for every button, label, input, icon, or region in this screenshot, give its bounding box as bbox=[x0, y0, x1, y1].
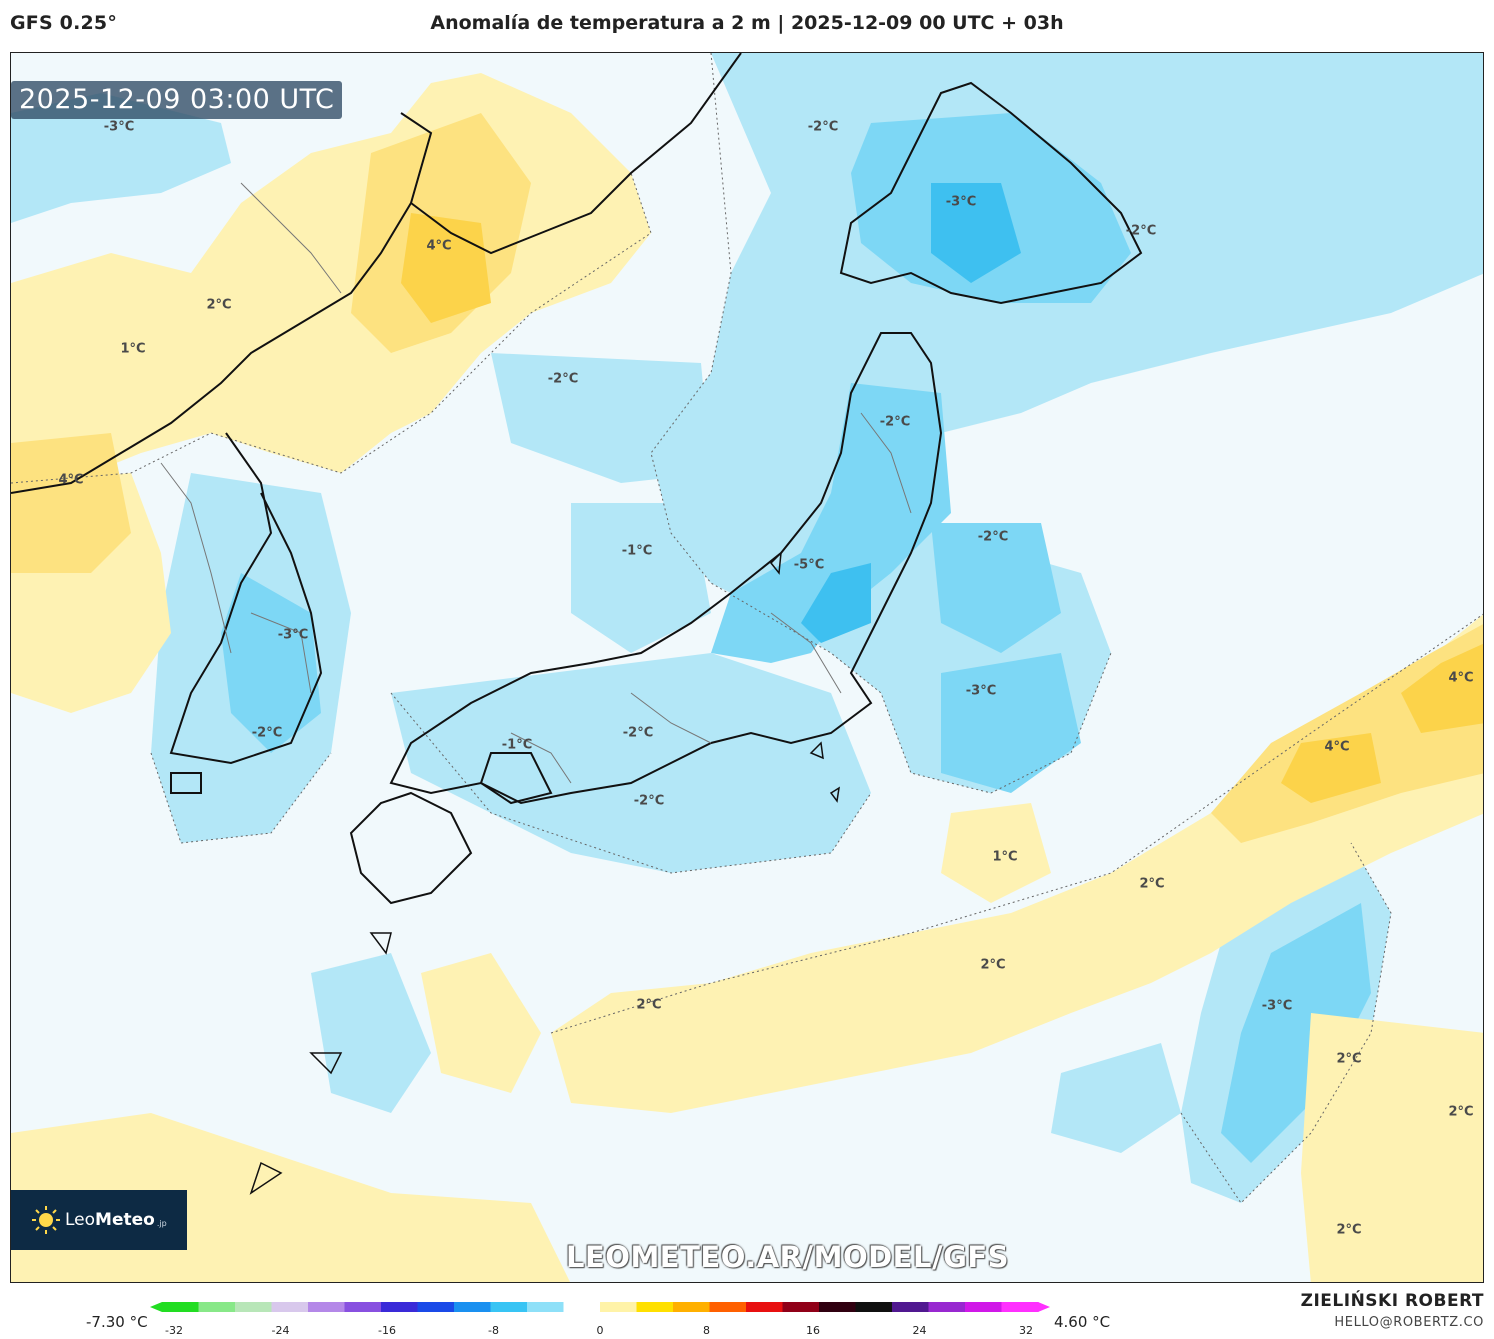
leometeo-logo[interactable]: LeoMeteo .jp bbox=[11, 1190, 187, 1250]
iso-label: 2°C bbox=[1448, 1104, 1474, 1120]
legend-swatch bbox=[782, 1302, 820, 1312]
legend-swatch bbox=[198, 1302, 236, 1312]
iso-label: -1°C bbox=[621, 543, 653, 559]
iso-label: 2°C bbox=[1336, 1222, 1362, 1238]
legend-swatch bbox=[527, 1302, 565, 1312]
legend-swatch bbox=[308, 1302, 346, 1312]
iso-label: -3°C bbox=[965, 683, 997, 699]
legend-max-label: 4.60 °C bbox=[1054, 1313, 1111, 1331]
legend-swatch bbox=[162, 1302, 200, 1312]
iso-label: -2°C bbox=[633, 793, 665, 809]
author-email[interactable]: HELLO@ROBERTZ.CO bbox=[1334, 1315, 1484, 1330]
iso-label: -2°C bbox=[977, 529, 1009, 545]
author-credit: ZIELIŃSKI ROBERT bbox=[1300, 1291, 1484, 1311]
iso-label: 2°C bbox=[636, 997, 662, 1013]
legend-tick-label: 0 bbox=[596, 1324, 604, 1337]
legend-tick-label: 16 bbox=[806, 1324, 820, 1337]
legend-swatch bbox=[855, 1302, 893, 1312]
model-name: GFS 0.25° bbox=[10, 12, 118, 34]
legend-swatch bbox=[709, 1302, 747, 1312]
iso-label: -2°C bbox=[1125, 223, 1157, 239]
iso-label: 4°C bbox=[426, 238, 452, 254]
iso-label: -2°C bbox=[807, 119, 839, 135]
iso-label: 4°C bbox=[58, 472, 84, 488]
iso-label: -3°C bbox=[1261, 998, 1293, 1014]
legend-tick-label: -16 bbox=[378, 1324, 396, 1337]
timestamp-badge: 2025-12-09 03:00 UTC bbox=[11, 81, 343, 119]
iso-label: -2°C bbox=[622, 725, 654, 741]
legend-swatch bbox=[892, 1302, 930, 1312]
iso-label: 2°C bbox=[206, 297, 232, 313]
legend-swatch bbox=[344, 1302, 382, 1312]
map-frame[interactable]: 2025-12-09 03:00 UTC -3°C -2°C -3°C -2°C… bbox=[10, 52, 1484, 1283]
legend-swatch bbox=[271, 1302, 309, 1312]
legend-swatch bbox=[235, 1302, 273, 1312]
iso-label: -3°C bbox=[277, 627, 309, 643]
legend-tick-label: -8 bbox=[488, 1324, 499, 1337]
legend-swatch bbox=[965, 1302, 1003, 1312]
logo-suffix: .jp bbox=[156, 1218, 167, 1228]
legend-swatch bbox=[819, 1302, 857, 1312]
legend-swatch bbox=[600, 1302, 638, 1312]
sun-icon bbox=[31, 1205, 61, 1235]
iso-label: -1°C bbox=[501, 737, 533, 753]
legend-swatch bbox=[417, 1302, 455, 1312]
iso-label: -5°C bbox=[793, 557, 825, 573]
iso-label: 1°C bbox=[120, 341, 146, 357]
legend-arrow-left bbox=[150, 1302, 162, 1312]
iso-label: 2°C bbox=[1139, 876, 1165, 892]
legend-arrow-right bbox=[1038, 1302, 1050, 1312]
iso-label: 4°C bbox=[1448, 670, 1474, 686]
iso-label: 1°C bbox=[992, 849, 1018, 865]
legend-tick-label: 8 bbox=[703, 1324, 710, 1337]
map-title: Anomalía de temperatura a 2 m | 2025-12-… bbox=[430, 12, 1064, 34]
legend-min-label: -7.30 °C bbox=[86, 1313, 148, 1331]
iso-label: -2°C bbox=[879, 414, 911, 430]
anomaly-field bbox=[11, 53, 1483, 1282]
iso-label: 4°C bbox=[1324, 739, 1350, 755]
iso-label: 2°C bbox=[980, 957, 1006, 973]
legend-tick-label: -32 bbox=[165, 1324, 183, 1337]
legend-swatch bbox=[746, 1302, 784, 1312]
iso-label: -2°C bbox=[251, 725, 283, 741]
legend-swatch bbox=[563, 1302, 601, 1312]
model-url-watermark: LEOMETEO.AR/MODEL/GFS bbox=[566, 1240, 1010, 1274]
iso-label: -3°C bbox=[945, 194, 977, 210]
legend-swatch bbox=[1001, 1302, 1039, 1312]
legend-swatch bbox=[928, 1302, 966, 1312]
legend-swatch bbox=[636, 1302, 674, 1312]
legend-tick-label: 24 bbox=[912, 1324, 927, 1337]
legend-swatch bbox=[673, 1302, 711, 1312]
legend-swatch bbox=[454, 1302, 492, 1312]
legend-swatch bbox=[381, 1302, 419, 1312]
legend-tick-label: 32 bbox=[1019, 1324, 1033, 1337]
logo-wordmark: LeoMeteo bbox=[65, 1210, 155, 1230]
legend-swatch bbox=[490, 1302, 528, 1312]
iso-label: 2°C bbox=[1336, 1051, 1362, 1067]
iso-label: -2°C bbox=[547, 371, 579, 387]
legend-tick-label: -24 bbox=[271, 1324, 290, 1337]
legend-colorbar bbox=[150, 1302, 1050, 1312]
iso-label: -3°C bbox=[103, 119, 135, 135]
